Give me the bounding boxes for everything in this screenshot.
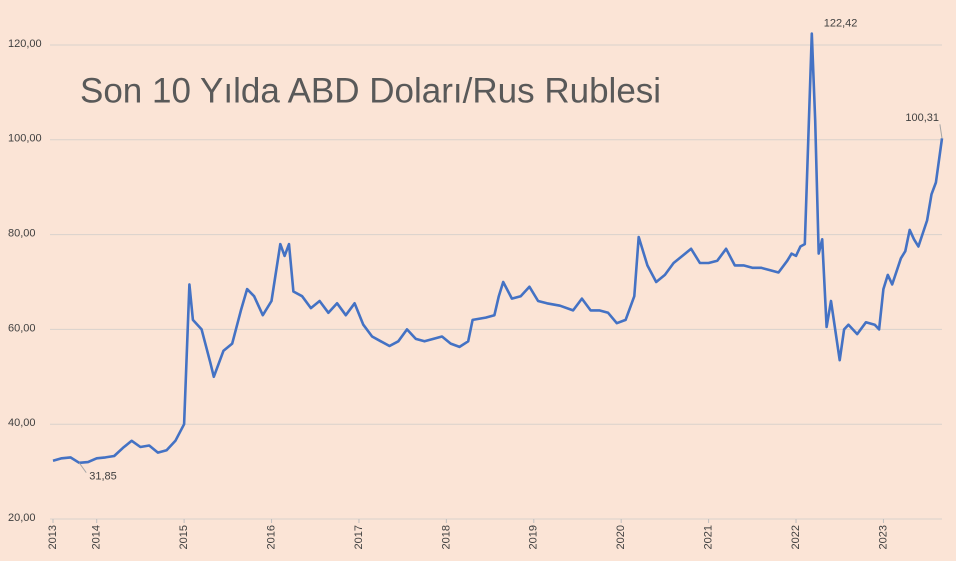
x-tick-label: 2015 [178, 525, 190, 549]
leader-line [78, 462, 87, 473]
y-tick-label: 40,00 [8, 417, 36, 429]
series-line [52, 32, 944, 465]
x-tick-label: 2019 [528, 525, 540, 549]
x-tick-label: 2016 [265, 525, 277, 549]
x-tick-label: 2014 [91, 525, 103, 549]
x-tick-label: 2017 [353, 525, 365, 549]
data-label: 31,85 [89, 471, 117, 483]
y-tick-label: 120,00 [8, 38, 42, 50]
x-tick-label: 2018 [440, 525, 452, 549]
y-tick-label: 20,00 [8, 512, 36, 524]
y-tick-label: 100,00 [8, 133, 42, 145]
x-tick-label: 2013 [47, 525, 59, 549]
x-tick-label: 2021 [703, 525, 715, 549]
y-tick-label: 60,00 [8, 322, 36, 334]
chart-title: Son 10 Yılda ABD Doları/Rus Rublesi [80, 71, 661, 110]
x-tick-label: 2022 [790, 525, 802, 549]
y-tick-label: 80,00 [8, 228, 36, 240]
data-label: 100,31 [905, 112, 939, 124]
x-tick-label: 2023 [877, 525, 889, 549]
leader-line [939, 124, 943, 139]
x-tick-label: 2020 [615, 525, 627, 549]
data-label: 122,42 [824, 17, 858, 29]
